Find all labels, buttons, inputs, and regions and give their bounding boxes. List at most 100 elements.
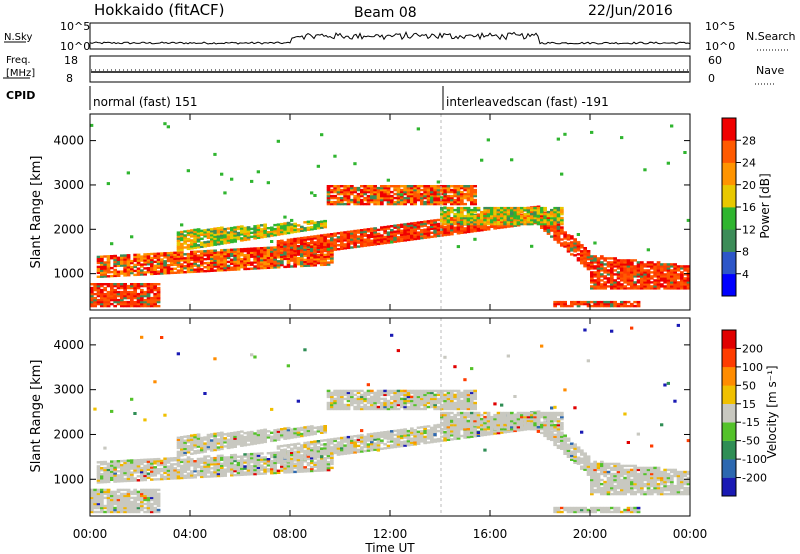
heatmap-cell (203, 459, 207, 462)
heatmap-cell (426, 194, 431, 198)
heatmap-cell (260, 456, 264, 459)
heatmap-cell (256, 230, 261, 233)
heatmap-cell (626, 275, 631, 278)
heatmap-cell (496, 226, 501, 230)
heatmap-cell (416, 198, 421, 202)
heatmap-cell (290, 242, 294, 245)
heatmap-cell (346, 440, 351, 443)
heatmap-cell (310, 251, 314, 254)
heatmap-cell (260, 466, 264, 469)
heatmap-cell (323, 439, 327, 442)
heatmap-cell (250, 438, 254, 442)
heatmap-cell (260, 437, 264, 440)
heatmap-cell (230, 254, 234, 257)
heatmap-cell (146, 267, 151, 270)
heatmap-cell (193, 435, 197, 439)
heatmap-cell (306, 441, 311, 444)
heatmap-cell (243, 444, 247, 447)
heatmap-cell (263, 440, 267, 444)
heatmap-cell (113, 260, 117, 264)
heatmap-cell (130, 475, 134, 478)
heatmap-cell (466, 216, 471, 220)
heatmap-cell (346, 403, 351, 407)
heatmap-cell (373, 448, 377, 451)
heatmap-cell (663, 265, 667, 268)
heatmap-cell (330, 255, 334, 258)
heatmap-cell (686, 269, 691, 272)
heatmap-cell (266, 462, 271, 465)
heatmap-cell (303, 227, 307, 230)
heatmap-cell (356, 444, 361, 448)
heatmap-cell (230, 252, 234, 255)
heatmap-cell (220, 263, 224, 266)
heatmap-cell (383, 433, 387, 436)
heatmap-cell (426, 185, 431, 188)
heatmap-cell (360, 399, 364, 403)
heatmap-cell (106, 271, 111, 274)
heatmap-cell (116, 286, 121, 290)
heatmap-cell (296, 245, 301, 248)
heatmap-cell (180, 454, 184, 457)
heatmap-cell (583, 300, 587, 304)
heatmap-cell (446, 190, 451, 194)
heatmap-cell (213, 263, 217, 266)
heatmap-cell (640, 261, 644, 264)
heatmap-cell (370, 389, 374, 393)
heatmap-cell (363, 238, 367, 241)
heatmap-cell (136, 502, 141, 506)
heatmap-cell (386, 430, 391, 433)
heatmap-cell (110, 502, 114, 506)
heatmap-cell (230, 444, 234, 447)
heatmap-cell (376, 431, 381, 435)
heatmap-cell (473, 214, 477, 218)
heatmap-cell (413, 433, 417, 436)
heatmap-cell (526, 210, 531, 214)
heatmap-cell (146, 290, 151, 294)
heatmap-cell (240, 457, 244, 460)
heatmap-cell (593, 302, 597, 306)
heatmap-cell (216, 454, 221, 458)
heatmap-cell (223, 248, 227, 252)
heatmap-cell (353, 243, 357, 247)
heatmap-cell (90, 300, 94, 304)
heatmap-cell (253, 253, 257, 256)
heatmap-cell (146, 472, 151, 475)
heatmap-cell (93, 300, 97, 304)
heatmap-cell (216, 460, 221, 464)
heatmap-cell (226, 235, 231, 238)
heatmap-cell (390, 185, 394, 188)
heatmap-cell (210, 269, 214, 272)
heatmap-cell (156, 510, 161, 514)
power-colorbar-label: Power [dB] (758, 173, 772, 238)
heatmap-cell (440, 185, 444, 188)
heatmap-cell (310, 226, 314, 229)
heatmap-cell (326, 200, 331, 204)
heatmap-cell (686, 277, 691, 280)
heatmap-cell (396, 403, 401, 407)
heatmap-cell (203, 235, 207, 238)
heatmap-cell (366, 238, 371, 241)
heatmap-cell (353, 241, 357, 245)
heatmap-cell (650, 285, 654, 288)
heatmap-cell (450, 190, 454, 194)
heatmap-cell (140, 496, 144, 500)
heatmap-cell (380, 202, 384, 206)
heatmap-cell (146, 468, 151, 471)
heatmap-cell (156, 262, 161, 265)
heatmap-cell (233, 266, 237, 269)
heatmap-cell (366, 383, 370, 387)
heatmap-cell (150, 478, 154, 481)
heatmap-cell (413, 435, 417, 438)
heatmap-cell (320, 443, 324, 446)
heatmap-cell (123, 461, 127, 465)
heatmap-cell (250, 430, 254, 434)
heatmap-cell (106, 462, 111, 465)
heatmap-cell (570, 235, 574, 238)
heatmap-cell (116, 292, 121, 296)
heatmap-cell (290, 265, 294, 268)
heatmap-cell (126, 465, 131, 468)
heatmap-cell (310, 459, 314, 463)
heatmap-cell (250, 249, 254, 252)
heatmap-cell (246, 238, 251, 241)
heatmap-cell (596, 279, 601, 282)
